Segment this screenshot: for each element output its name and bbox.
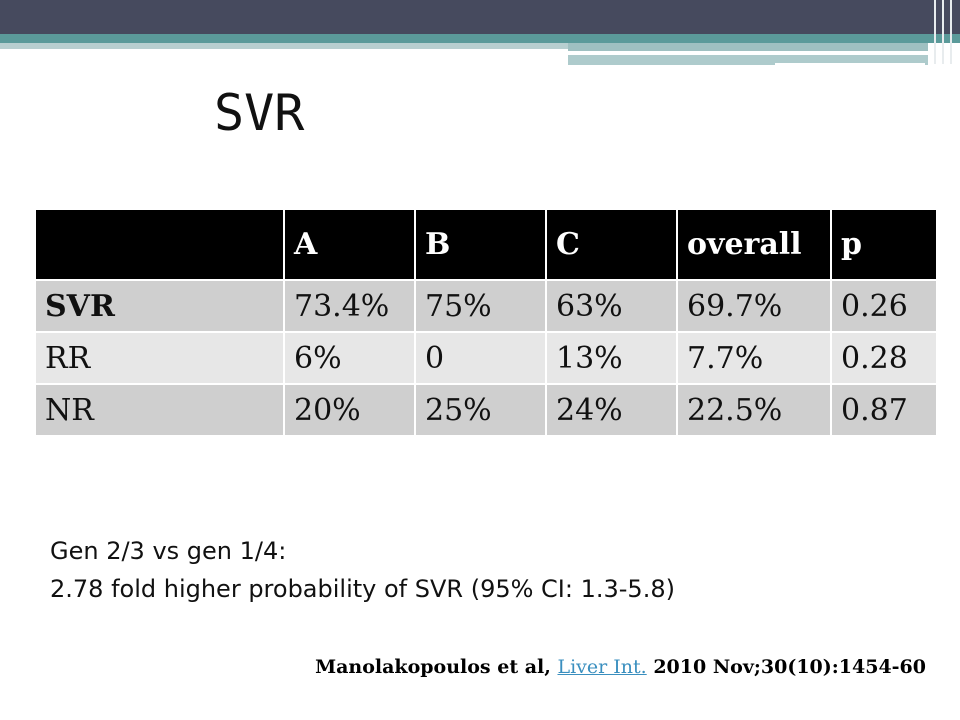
table-cell: 75% — [414, 279, 547, 333]
top-accent-bar-light — [0, 43, 568, 49]
table-cell: 0.87 — [830, 383, 938, 437]
table-cell: 22.5% — [676, 383, 832, 437]
note-line-2: 2.78 fold higher probability of SVR (95%… — [50, 575, 675, 603]
table-header-cell: overall — [676, 208, 832, 281]
decorative-line — [775, 63, 925, 65]
table-cell: 0.26 — [830, 279, 938, 333]
top-decorative-bar — [0, 0, 960, 34]
table-cell: 20% — [283, 383, 416, 437]
decorative-line — [575, 51, 890, 53]
table-cell: 69.7% — [676, 279, 832, 333]
citation: Manolakopoulos et al, Liver Int. 2010 No… — [315, 656, 926, 678]
slide-title: SVR — [214, 84, 305, 142]
table-cell: 0.28 — [830, 331, 938, 385]
row-label: NR — [34, 383, 285, 437]
row-label: SVR — [34, 279, 285, 333]
table-header-cell: p — [830, 208, 938, 281]
table-cell: 25% — [414, 383, 547, 437]
table-header-row: A B C overall p — [34, 208, 938, 281]
top-accent-bar-light-right — [568, 43, 928, 51]
table-cell: 7.7% — [676, 331, 832, 385]
table-cell: 73.4% — [283, 279, 416, 333]
table-header-cell — [34, 208, 285, 281]
top-accent-bar — [0, 34, 960, 43]
table-header-cell: C — [545, 208, 678, 281]
table-cell: 24% — [545, 383, 678, 437]
citation-authors: Manolakopoulos et al, — [315, 656, 558, 678]
table-header-cell: B — [414, 208, 547, 281]
table-cell: 6% — [283, 331, 416, 385]
table-cell: 13% — [545, 331, 678, 385]
table-row: RR 6% 0 13% 7.7% 0.28 — [34, 331, 938, 385]
table-cell: 63% — [545, 279, 678, 333]
row-label: RR — [34, 331, 285, 385]
journal-link[interactable]: Liver Int. — [557, 656, 647, 678]
decorative-stripe — [934, 0, 936, 64]
table-row: NR 20% 25% 24% 22.5% 0.87 — [34, 383, 938, 437]
table-cell: 0 — [414, 331, 547, 385]
top-accent-bar-light-right-lower — [568, 55, 928, 65]
table-row: SVR 73.4% 75% 63% 69.7% 0.26 — [34, 279, 938, 333]
summary-note: Gen 2/3 vs gen 1/4: 2.78 fold higher pro… — [50, 532, 675, 608]
decorative-stripe — [942, 0, 944, 64]
svr-results-table: A B C overall p SVR 73.4% 75% 63% 69.7% … — [34, 208, 938, 437]
table-header-cell: A — [283, 208, 416, 281]
note-line-1: Gen 2/3 vs gen 1/4: — [50, 537, 287, 565]
citation-details: 2010 Nov;30(10):1454-60 — [646, 656, 926, 678]
decorative-stripe — [950, 0, 952, 64]
